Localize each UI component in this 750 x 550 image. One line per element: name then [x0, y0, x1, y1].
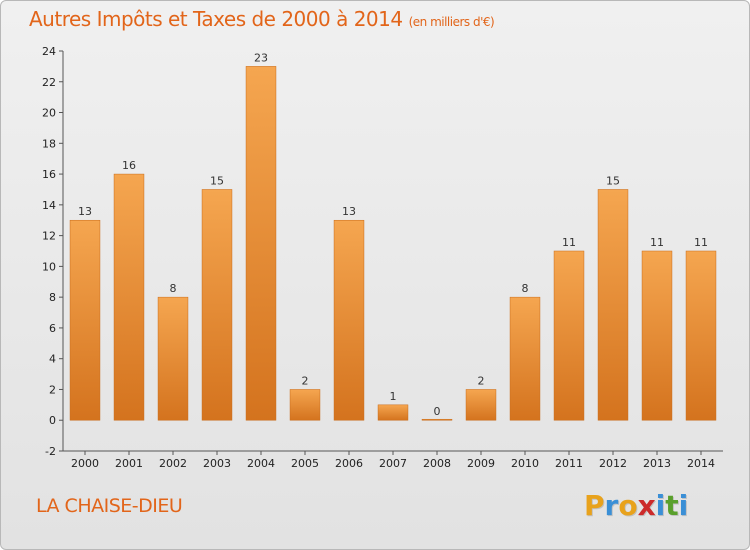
- x-tick-label: 2011: [555, 457, 583, 470]
- x-tick-label: 2008: [423, 457, 451, 470]
- bar: [377, 404, 409, 421]
- data-label: 2: [302, 374, 309, 387]
- y-tick-label: -2: [45, 445, 56, 458]
- y-tick-label: 14: [42, 199, 56, 212]
- x-tick-label: 2007: [379, 457, 407, 470]
- bar: [597, 189, 629, 421]
- logo-letter: o: [618, 489, 638, 522]
- y-tick-label: 10: [42, 260, 56, 273]
- data-label: 2: [478, 374, 485, 387]
- bar: [641, 250, 673, 421]
- data-label: 11: [562, 236, 576, 249]
- y-tick-label: 4: [49, 353, 56, 366]
- y-tick-label: 8: [49, 291, 56, 304]
- bar: [245, 66, 277, 421]
- y-tick-label: 16: [42, 168, 56, 181]
- logo-letter: P: [584, 489, 605, 522]
- logo-letter: r: [604, 489, 619, 522]
- y-tick-label: 6: [49, 322, 56, 335]
- proxiti-logo: Proxiti: [584, 489, 688, 522]
- x-tick-label: 2013: [643, 457, 671, 470]
- bar: [465, 389, 497, 421]
- x-tick-label: 2001: [115, 457, 143, 470]
- data-label: 13: [78, 205, 92, 218]
- x-tick-label: 2000: [71, 457, 99, 470]
- data-label: 11: [650, 236, 664, 249]
- y-tick-label: 2: [49, 383, 56, 396]
- x-tick-label: 2010: [511, 457, 539, 470]
- data-label: 0: [434, 405, 441, 418]
- data-label: 23: [254, 51, 268, 64]
- x-tick-label: 2012: [599, 457, 627, 470]
- data-label: 8: [522, 282, 529, 295]
- chart-title: Autres Impôts et Taxes de 2000 à 2014 (en…: [29, 7, 495, 31]
- chart-title-text: Autres Impôts et Taxes de 2000 à 2014: [29, 7, 403, 31]
- y-tick-label: 24: [42, 45, 56, 58]
- bar: [333, 219, 365, 421]
- y-tick-label: 22: [42, 76, 56, 89]
- data-label: 1: [390, 390, 397, 403]
- bar: [685, 250, 717, 421]
- chart-unit: (en milliers d'€): [408, 15, 495, 29]
- x-tick-label: 2009: [467, 457, 495, 470]
- bar: [113, 173, 145, 421]
- y-tick-label: 0: [49, 414, 56, 427]
- x-tick-label: 2005: [291, 457, 319, 470]
- logo-letter: t: [665, 489, 679, 522]
- bar: [509, 296, 541, 421]
- x-tick-label: 2006: [335, 457, 363, 470]
- bar: [157, 296, 189, 421]
- data-label: 15: [210, 174, 224, 187]
- bar: [421, 418, 453, 421]
- logo-letter: i: [655, 489, 666, 522]
- x-tick-label: 2003: [203, 457, 231, 470]
- x-tick-label: 2014: [687, 457, 715, 470]
- x-tick-label: 2002: [159, 457, 187, 470]
- y-tick-label: 12: [42, 230, 56, 243]
- bar: [289, 389, 321, 421]
- logo-letter: x: [637, 489, 656, 522]
- y-tick-label: 18: [42, 137, 56, 150]
- data-label: 8: [170, 282, 177, 295]
- bar: [553, 250, 585, 421]
- data-label: 16: [122, 159, 136, 172]
- bar: [69, 219, 101, 421]
- logo-letter: i: [678, 489, 689, 522]
- bar: [201, 189, 233, 421]
- x-tick-label: 2004: [247, 457, 275, 470]
- data-label: 13: [342, 205, 356, 218]
- commune-name: LA CHAISE-DIEU: [36, 495, 183, 517]
- data-label: 11: [694, 236, 708, 249]
- y-tick-label: 20: [42, 107, 56, 120]
- data-label: 15: [606, 174, 620, 187]
